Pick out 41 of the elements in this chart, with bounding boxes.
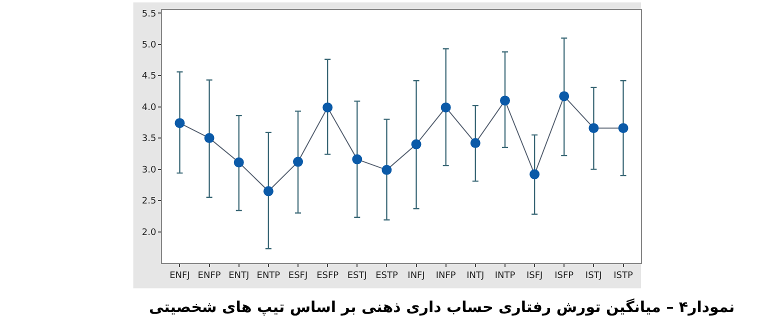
x-tick-label: ESFJ [288, 270, 308, 281]
point [293, 156, 304, 167]
point [559, 91, 570, 102]
x-tick-label: ENFP [198, 270, 222, 281]
y-tick-label: 4.5 [142, 72, 156, 82]
x-tick-label: ENTJ [228, 270, 250, 281]
x-tick-label: ISTJ [585, 270, 602, 281]
text: نمودار۴ – میانگین تورش رفتاری حساب داری ذهنی بر اساس تیپ های شخصیتی [149, 298, 735, 316]
point [530, 169, 540, 180]
x-tick-label: ISFP [554, 270, 574, 281]
x-tick-label: ISFJ [526, 270, 543, 281]
point [500, 96, 510, 106]
x-tick-label: ESTP [376, 270, 398, 281]
x-tick-label: INTJ [466, 270, 484, 281]
y-tick-label: 5.0 [142, 40, 156, 51]
point [588, 123, 599, 134]
y-tick-label: 3.5 [142, 134, 156, 144]
y-tick-label: 5.5 [142, 9, 156, 20]
point [411, 139, 422, 150]
x-tick-label: ENTP [256, 270, 281, 281]
x-tick-label: ESTJ [347, 270, 367, 281]
point [382, 164, 392, 175]
point [470, 138, 480, 148]
point [263, 186, 274, 196]
point [352, 154, 362, 164]
point [618, 123, 628, 134]
y-tick-label: 2.5 [142, 196, 156, 207]
y-tick-label: 2.0 [142, 228, 156, 238]
x-tick-label: INTP [494, 270, 516, 281]
point [234, 157, 244, 168]
x-tick-label: ISTP [614, 270, 634, 281]
x-tick-label: ENFJ [170, 270, 190, 281]
point [440, 102, 451, 112]
x-tick-label: INFP [436, 270, 456, 281]
point [204, 133, 214, 144]
y-tick-label: 4.0 [142, 102, 156, 113]
point [322, 102, 333, 112]
x-tick-label: INFJ [408, 270, 425, 281]
y-tick-label: 3.0 [142, 165, 156, 176]
point [174, 118, 185, 128]
x-tick-label: ESFP [316, 270, 340, 281]
